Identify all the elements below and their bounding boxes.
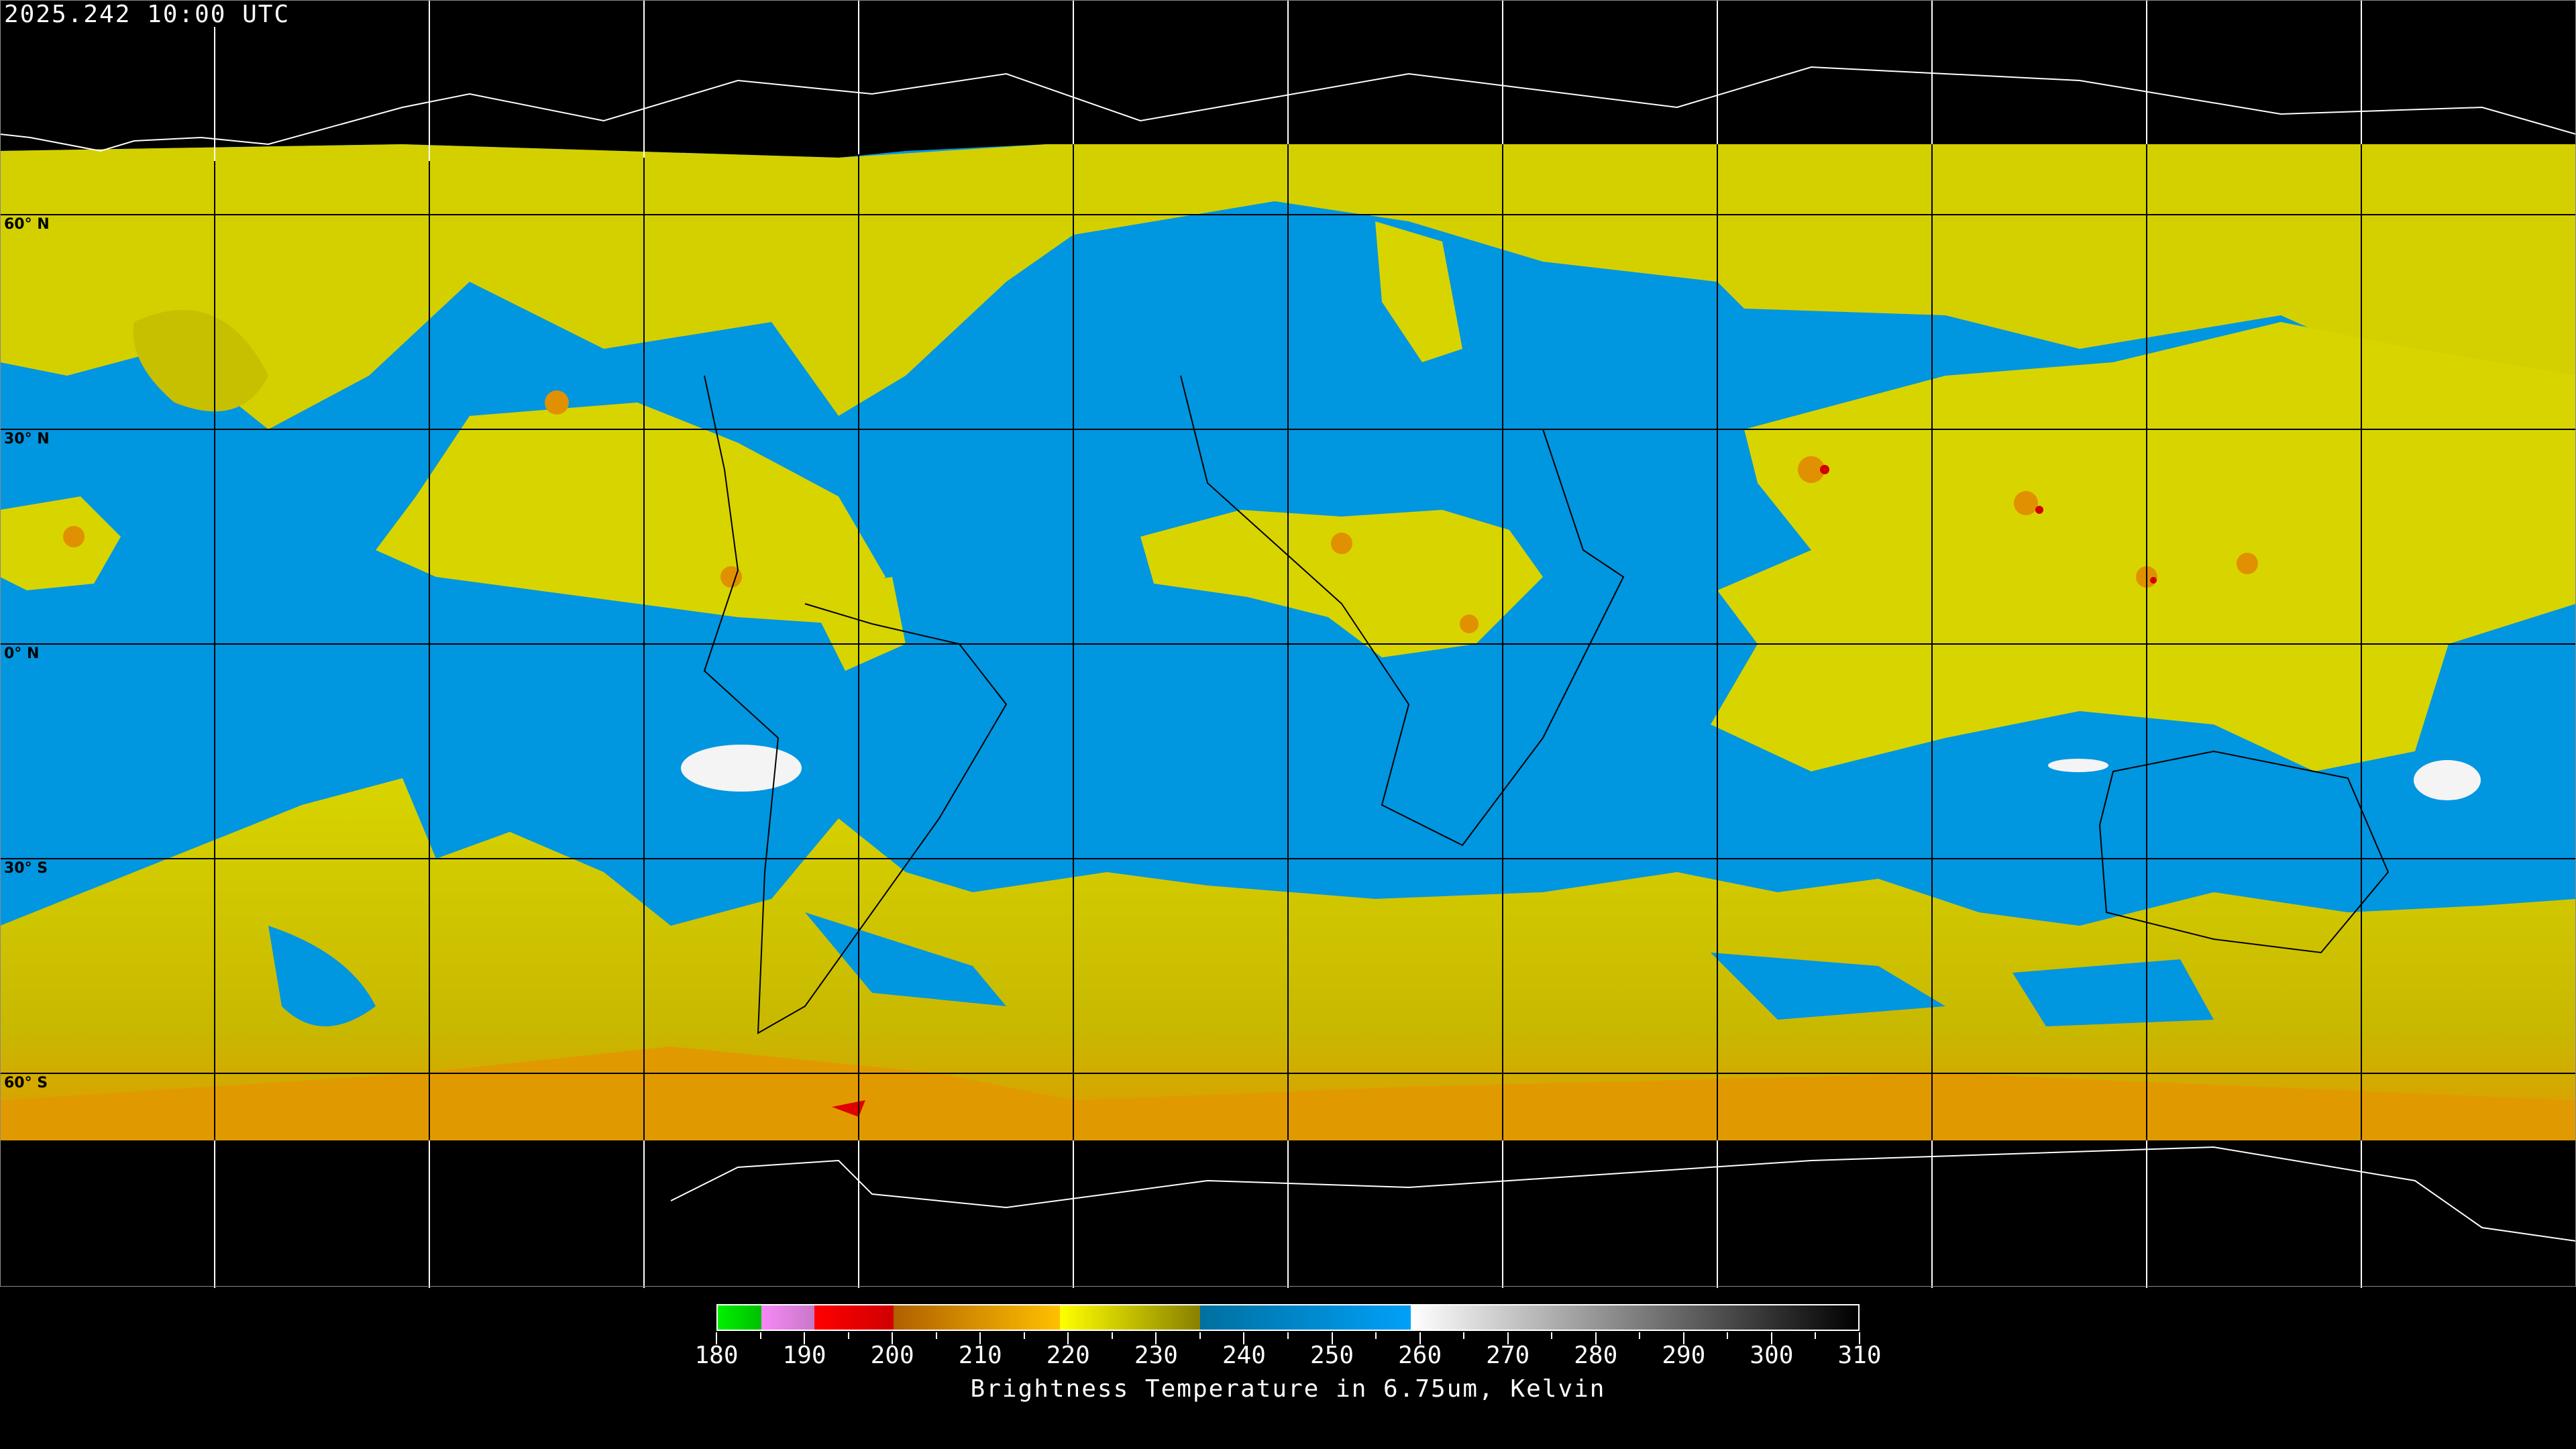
colorbar-tick-label: 230: [1134, 1342, 1178, 1369]
coastlines: [0, 66, 2576, 1242]
colorbar-tick-label: 300: [1750, 1342, 1794, 1369]
colorbar-tick: [1639, 1332, 1641, 1339]
colorbar-tick: [979, 1332, 981, 1344]
pacific-tropical-cluster: [0, 496, 121, 590]
asia-tropical-cluster: [1711, 322, 2576, 771]
colorbar-tick: [847, 1332, 849, 1339]
colorbar-tick-label: 200: [870, 1342, 914, 1369]
very-cold-spots: [1820, 465, 2157, 584]
warm-patch: [2414, 760, 2481, 800]
colorbar-tick-label: 180: [694, 1342, 739, 1369]
colorbar-segment: [718, 1305, 762, 1330]
colorbar-tick: [716, 1332, 717, 1344]
colorbar-segment: [814, 1305, 894, 1330]
colorbar-tick: [1243, 1332, 1245, 1344]
colorbar-segment: [1411, 1305, 1858, 1330]
cold-cloud-tops: [63, 390, 2258, 633]
colorbar-segment: [1200, 1305, 1411, 1330]
warm-patch: [681, 745, 802, 792]
colorbar-tick: [1507, 1332, 1509, 1344]
south-dry-intrusion: [268, 912, 2214, 1026]
colorbar-tick-label: 260: [1398, 1342, 1442, 1369]
africa-tropical-cluster: [1140, 510, 1543, 657]
colorbar-tick: [804, 1332, 806, 1344]
colorbar-tick-label: 250: [1310, 1342, 1354, 1369]
timestamp: 2025.242 10:00 UTC: [4, 1, 290, 28]
colorbar-tick: [1419, 1332, 1421, 1344]
colorbar-tick: [759, 1332, 761, 1339]
colorbar-tick: [1595, 1332, 1597, 1344]
americas-tropical-cluster: [376, 402, 885, 624]
colorbar-segment: [1059, 1305, 1201, 1330]
southamerica-cluster: [805, 577, 906, 671]
lat-label-60n: 60° N: [4, 216, 50, 233]
atlantic-moist-tongue: [1375, 221, 1462, 362]
cold-red-spot: [832, 1100, 865, 1117]
colorbar-tick: [1727, 1332, 1729, 1339]
colorbar-tick-label: 310: [1837, 1342, 1882, 1369]
colorbar-tick-label: 210: [958, 1342, 1002, 1369]
lat-label-0n: 0° N: [4, 645, 40, 662]
colorbar-tick: [1199, 1332, 1201, 1339]
colorbar-segment: [761, 1305, 814, 1330]
colorbar-tick: [1023, 1332, 1025, 1339]
colorbar-tick-label: 280: [1574, 1342, 1618, 1369]
colorbar: [716, 1304, 1860, 1331]
colorbar-tick: [1375, 1332, 1377, 1339]
colorbar-tick: [1682, 1332, 1684, 1344]
colorbar-tick: [892, 1332, 894, 1344]
north-moist-swirl: [133, 310, 268, 412]
gridlines-over-data: [0, 144, 2576, 1140]
colorbar-title: Brightness Temperature in 6.75um, Kelvin: [970, 1375, 1606, 1403]
colorbar-tick: [1815, 1332, 1817, 1339]
colorbar-tick: [935, 1332, 937, 1339]
colorbar-tick: [1859, 1332, 1860, 1344]
colorbar-tick: [1111, 1332, 1113, 1339]
colorbar-tick: [1067, 1332, 1069, 1344]
lat-label-60s: 60° S: [4, 1075, 48, 1091]
colorbar-tick: [1770, 1332, 1772, 1344]
colorbar-tick-label: 290: [1662, 1342, 1706, 1369]
colorbar-tick-label: 270: [1486, 1342, 1530, 1369]
lat-label-30s: 30° S: [4, 860, 48, 877]
colorbar-segment: [893, 1305, 1060, 1330]
water-vapor-map: [0, 0, 2576, 1288]
colorbar-tick-label: 220: [1046, 1342, 1090, 1369]
colorbar-tick-label: 190: [782, 1342, 826, 1369]
colorbar-tick: [1287, 1332, 1289, 1339]
colorbar-tick: [1155, 1332, 1157, 1344]
warm-patch: [2048, 759, 2108, 772]
colorbar-tick: [1551, 1332, 1553, 1339]
colorbar-tick-label: 240: [1222, 1342, 1266, 1369]
colorbar-tick: [1463, 1332, 1465, 1339]
lat-label-30n: 30° N: [4, 431, 50, 447]
colorbar-tick: [1331, 1332, 1333, 1344]
